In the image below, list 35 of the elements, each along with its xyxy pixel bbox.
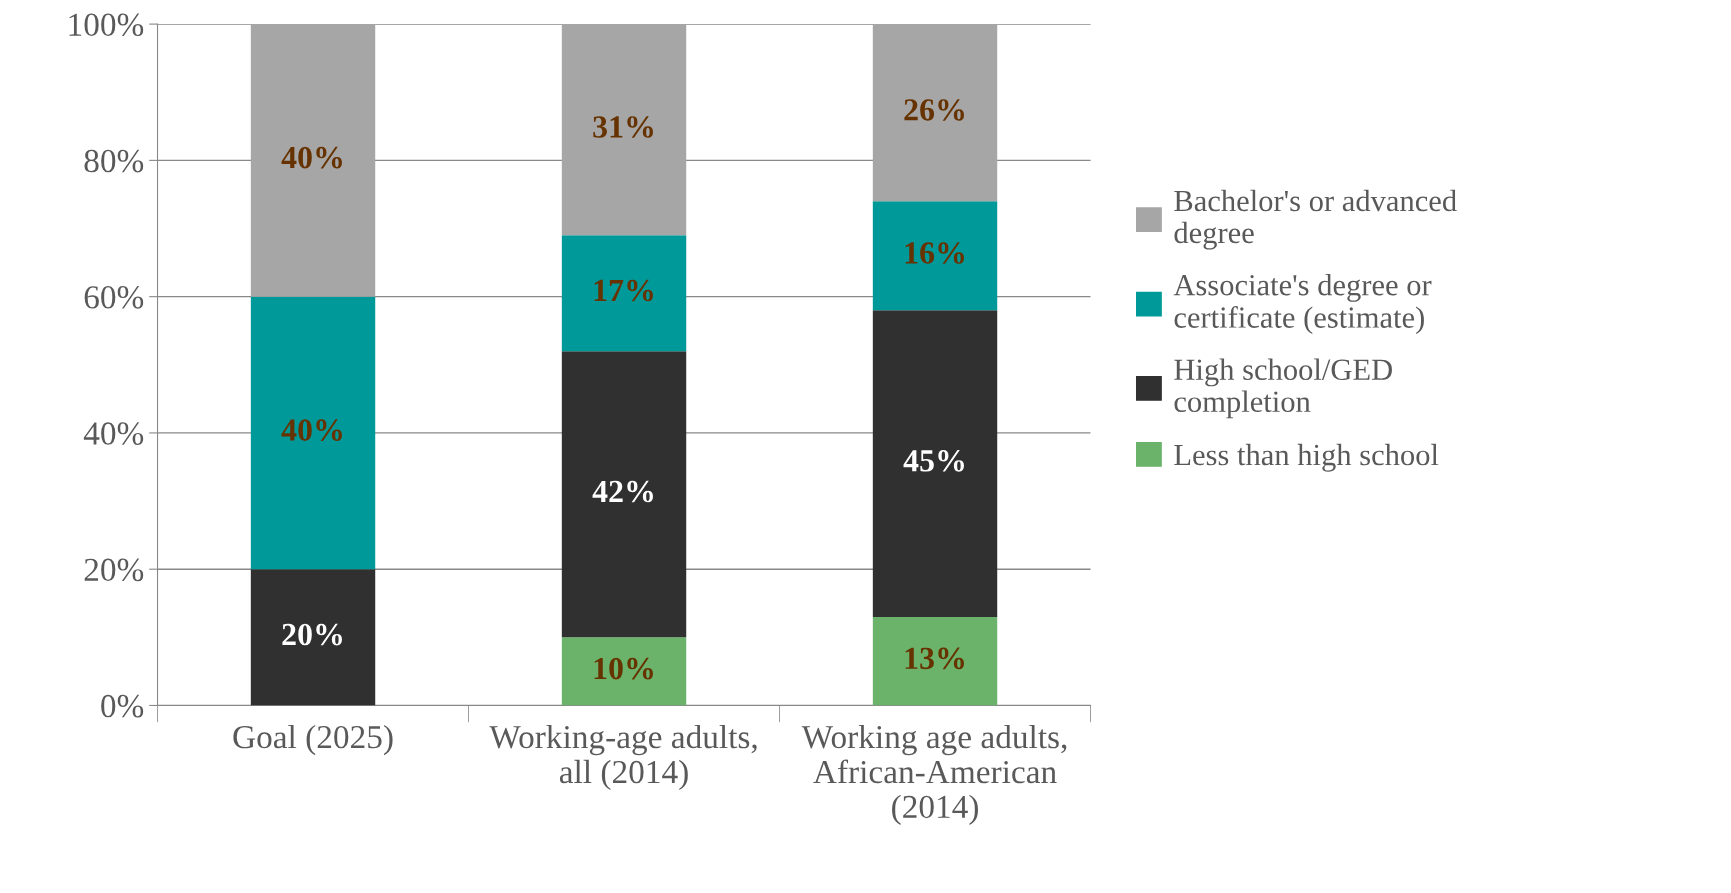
y-tick-label: 80% bbox=[84, 149, 144, 173]
bar bbox=[561, 24, 687, 236]
y-tick-label: 20% bbox=[84, 558, 144, 582]
data-label: 40% bbox=[281, 419, 342, 442]
bar bbox=[872, 616, 998, 706]
legend-label: Less than high school bbox=[1174, 443, 1439, 472]
data-label: 42% bbox=[592, 480, 653, 503]
bar bbox=[250, 569, 376, 706]
bar bbox=[561, 235, 687, 352]
legend-label: Associate's degree or certificate (estimate) bbox=[1173, 273, 1432, 335]
bar bbox=[250, 296, 376, 570]
legend-label: Bachelor's or advanced degree bbox=[1174, 189, 1457, 250]
data-label: 17% bbox=[594, 279, 653, 302]
bar bbox=[872, 201, 998, 311]
y-tick-label: 40% bbox=[83, 422, 144, 445]
bar bbox=[561, 637, 687, 706]
y-tick-label: 60% bbox=[84, 286, 144, 309]
bar bbox=[872, 310, 998, 617]
x-tick-label: Working-age adults, all (2014) bbox=[489, 724, 757, 791]
x-tick-label: Goal (2025) bbox=[233, 724, 393, 756]
data-label: 13% bbox=[905, 647, 964, 670]
y-tick-label: 0% bbox=[101, 694, 144, 718]
legend-label: High school/GED completion bbox=[1174, 358, 1392, 419]
y-tick-label: 100% bbox=[69, 13, 144, 37]
data-label: 16% bbox=[905, 242, 964, 264]
bar bbox=[561, 351, 687, 638]
data-label: 20% bbox=[282, 623, 342, 646]
data-label: 10% bbox=[594, 657, 653, 680]
bar bbox=[872, 24, 998, 202]
data-label: 45% bbox=[903, 450, 964, 472]
bar bbox=[250, 24, 376, 297]
data-label: 26% bbox=[904, 99, 964, 121]
data-label: 40% bbox=[281, 146, 342, 169]
x-tick-label: Working age adults, African-American (2014) bbox=[801, 724, 1067, 825]
data-label: 31% bbox=[593, 116, 653, 138]
